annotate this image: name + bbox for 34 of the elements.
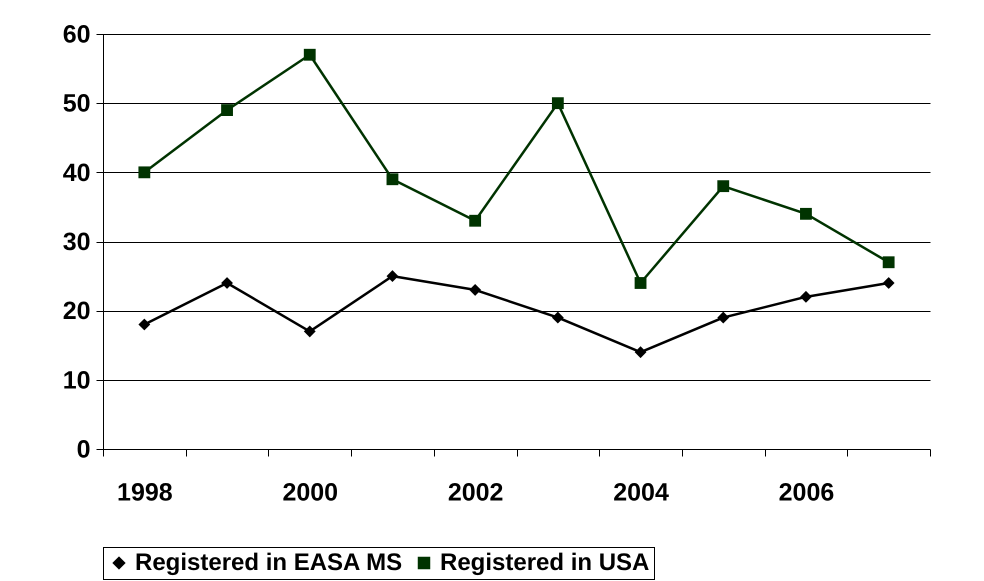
- point: [634, 346, 646, 358]
- y-tick-label: 0: [76, 436, 90, 464]
- point: [882, 277, 895, 289]
- legend-label: Registered in EASA MS: [135, 549, 402, 576]
- point: [386, 270, 398, 282]
- point: [221, 277, 233, 289]
- point: [552, 97, 564, 110]
- point: [469, 214, 482, 227]
- point: [552, 312, 564, 324]
- point: [800, 290, 812, 303]
- point: [304, 326, 316, 338]
- point: [386, 173, 398, 186]
- x-tick-label: 1998: [117, 478, 173, 506]
- point: [221, 104, 233, 116]
- x-tick-label: 2000: [282, 478, 338, 506]
- y-tick-label: 40: [62, 158, 90, 187]
- x-tick-label: 2004: [613, 478, 669, 506]
- legend-label: Registered in USA: [440, 549, 650, 576]
- point: [717, 180, 730, 192]
- point: [634, 277, 646, 289]
- y-tick-label: 30: [62, 228, 90, 256]
- point: [882, 256, 895, 268]
- point: [138, 318, 150, 330]
- point: [469, 284, 482, 296]
- point: [304, 48, 316, 61]
- y-tick-label: 50: [62, 90, 90, 118]
- point: [138, 166, 150, 178]
- y-tick-label: 60: [62, 20, 90, 48]
- x-tick-label: 2002: [448, 478, 504, 506]
- y-tick-label: 20: [62, 297, 90, 326]
- point: [800, 208, 812, 220]
- point: [717, 312, 730, 324]
- y-tick-label: 10: [62, 366, 90, 394]
- x-tick-label: 2006: [778, 478, 834, 506]
